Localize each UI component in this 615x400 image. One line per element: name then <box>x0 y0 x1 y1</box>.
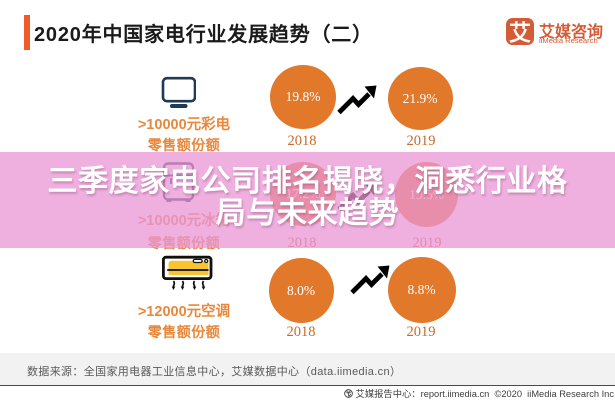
svg-text:艾: 艾 <box>509 21 531 46</box>
